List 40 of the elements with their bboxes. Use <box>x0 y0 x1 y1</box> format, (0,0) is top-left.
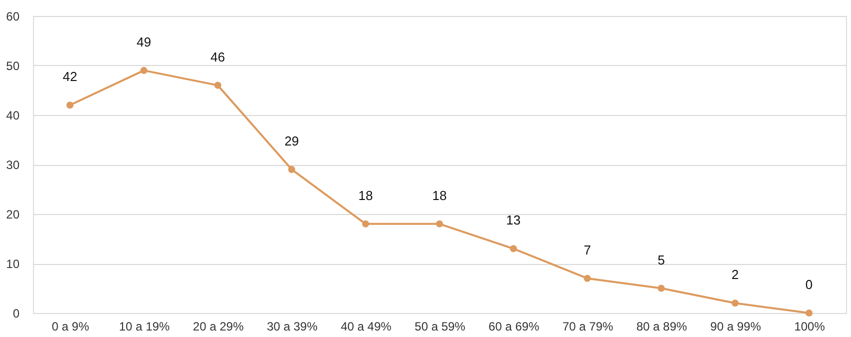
data-label: 18 <box>432 188 447 203</box>
point <box>288 166 296 173</box>
x-tick-label: 50 a 59% <box>414 320 466 334</box>
y-tick-label: 50 <box>6 59 20 73</box>
data-label: 7 <box>584 242 591 258</box>
point <box>732 300 739 307</box>
data-label: 0 <box>805 277 813 292</box>
x-tick-label: 0 a 9% <box>52 320 90 334</box>
x-tick-label: 20 a 29% <box>192 320 244 334</box>
x-tick-label: 100% <box>794 320 826 334</box>
y-tick-label: 10 <box>6 257 20 271</box>
x-tick-label: 60 a 69% <box>488 320 540 334</box>
point <box>214 82 222 89</box>
data-label: 29 <box>284 133 299 148</box>
y-tick-label: 60 <box>6 10 20 24</box>
point <box>658 284 665 292</box>
x-tick-label: 80 a 89% <box>636 320 688 334</box>
point <box>510 245 517 252</box>
point <box>584 274 591 282</box>
data-label: 49 <box>136 34 152 50</box>
data-label: 46 <box>210 49 226 64</box>
x-tick-label: 90 a 99% <box>710 320 762 334</box>
y-tick-label: 20 <box>6 208 20 222</box>
point <box>806 309 813 317</box>
data-label: 13 <box>506 212 521 228</box>
x-tick-label: 40 a 49% <box>340 320 392 334</box>
data-label: 2 <box>732 267 739 282</box>
y-tick-label: 0 <box>12 306 20 320</box>
data-label: 5 <box>658 252 665 268</box>
x-tick-label: 10 a 19% <box>119 320 170 334</box>
data-label: 18 <box>358 188 373 203</box>
y-tick-label: 30 <box>6 158 20 172</box>
x-tick-label: 30 a 39% <box>266 320 318 334</box>
data-label: 42 <box>62 69 78 84</box>
point <box>140 66 148 74</box>
y-tick-label: 40 <box>6 108 20 122</box>
point <box>362 220 370 228</box>
point <box>436 220 444 228</box>
point <box>66 102 74 109</box>
x-tick-label: 70 a 79% <box>562 320 614 334</box>
